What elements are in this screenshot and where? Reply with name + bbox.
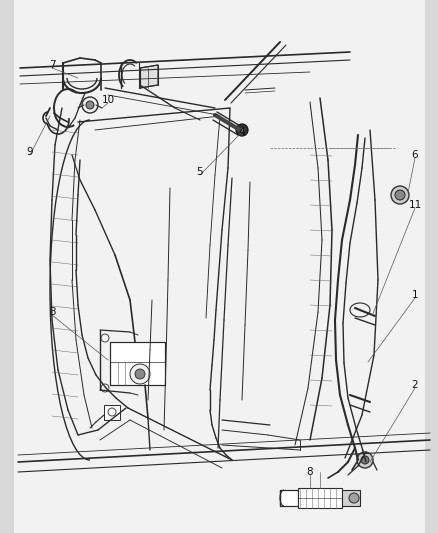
Circle shape [356, 452, 372, 468]
Text: 8: 8 [306, 467, 313, 477]
Polygon shape [341, 490, 359, 506]
Text: 2: 2 [411, 380, 417, 390]
Text: 3: 3 [49, 307, 55, 317]
Circle shape [348, 493, 358, 503]
Circle shape [130, 364, 150, 384]
Polygon shape [104, 405, 120, 420]
Text: 1: 1 [411, 290, 417, 300]
Circle shape [360, 456, 368, 464]
Text: 4: 4 [238, 127, 245, 137]
Polygon shape [279, 490, 297, 506]
Text: 5: 5 [196, 167, 203, 177]
Polygon shape [110, 342, 165, 385]
Text: 11: 11 [407, 200, 420, 210]
Polygon shape [140, 65, 158, 88]
Text: 7: 7 [49, 60, 55, 70]
Text: 10: 10 [101, 95, 114, 105]
Text: 6: 6 [411, 150, 417, 160]
Polygon shape [297, 488, 341, 508]
Bar [424, 0, 438, 533]
Circle shape [236, 124, 247, 136]
Circle shape [238, 127, 244, 133]
Circle shape [86, 101, 94, 109]
Circle shape [394, 190, 404, 200]
Circle shape [390, 186, 408, 204]
Bar [0, 0, 14, 533]
Circle shape [135, 369, 145, 379]
Text: 9: 9 [27, 147, 33, 157]
Circle shape [82, 97, 98, 113]
